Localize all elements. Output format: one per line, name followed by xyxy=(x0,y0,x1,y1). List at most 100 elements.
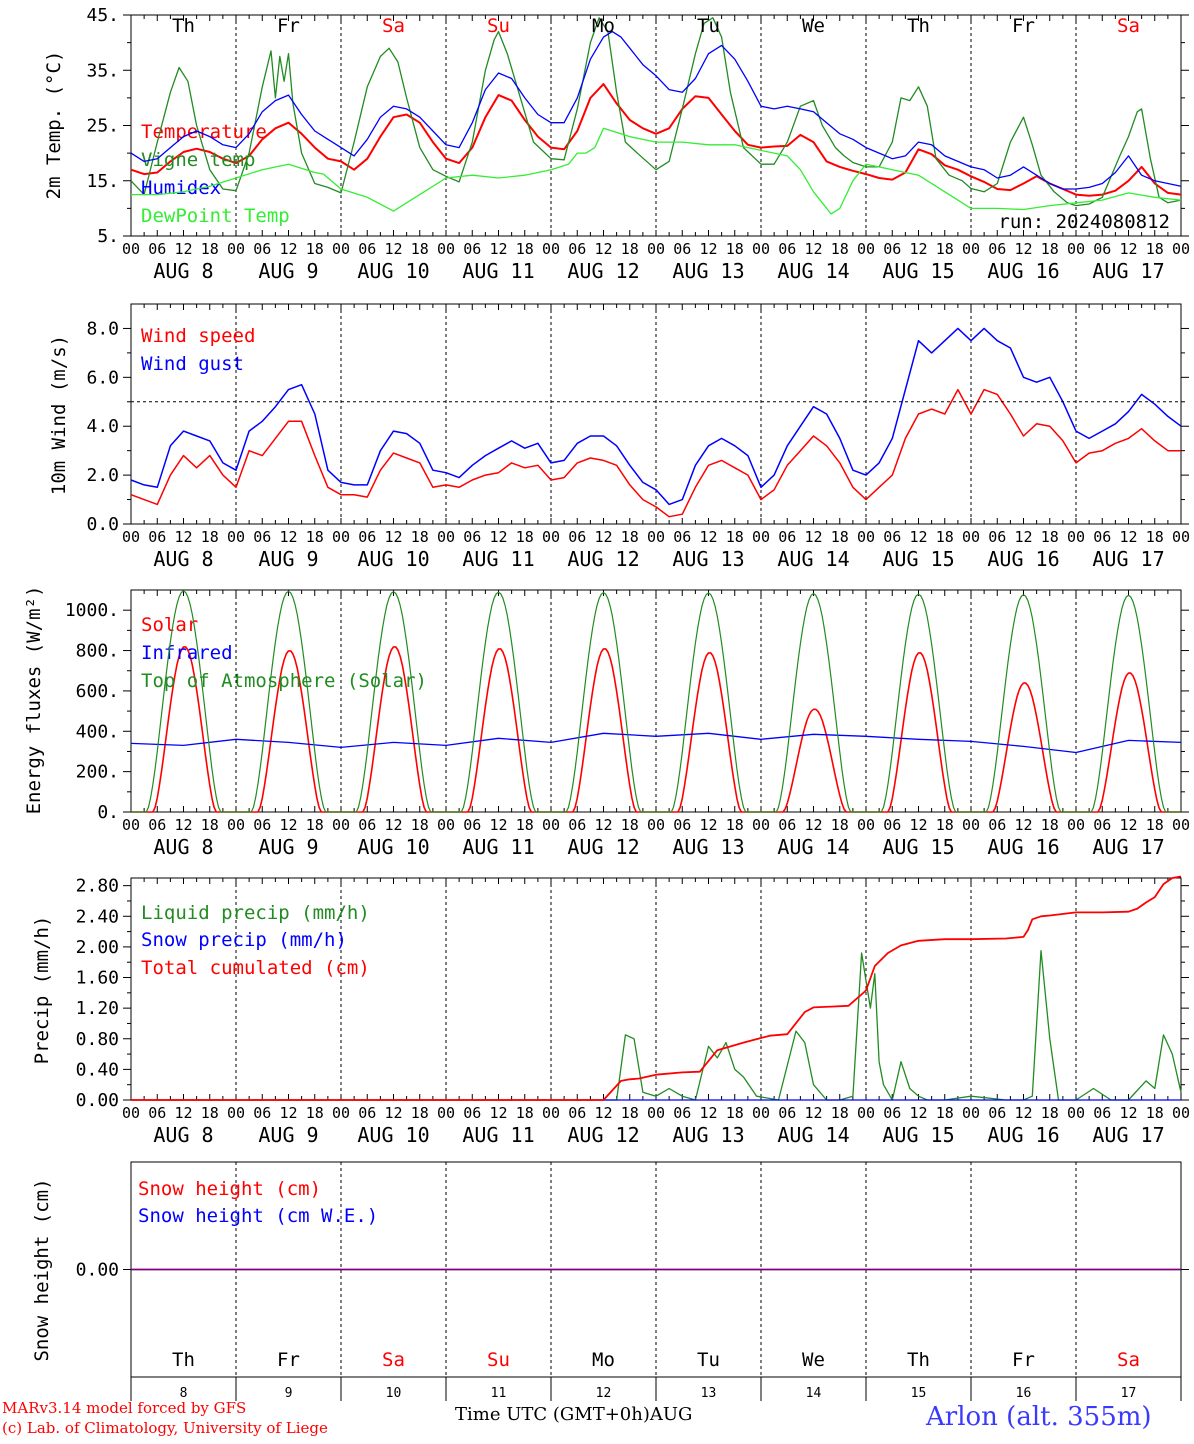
day-label: AUG 14 xyxy=(777,547,849,571)
weekday-label: Fr xyxy=(277,15,300,37)
hour-label: 06 xyxy=(568,528,586,546)
hour-label: 18 xyxy=(516,1104,534,1122)
hour-label: 00 xyxy=(1067,1104,1085,1122)
model-label: MARv3.14 model forced by GFS xyxy=(2,1399,247,1417)
legend-series-vigne-temp: Vigne temp xyxy=(141,149,255,171)
hour-label: 06 xyxy=(1093,1104,1111,1122)
day-label: AUG 9 xyxy=(258,1123,318,1147)
weekday-label: Fr xyxy=(1012,15,1035,37)
day-label: AUG 8 xyxy=(153,835,213,859)
hour-label: 12 xyxy=(279,816,297,834)
day-label: AUG 14 xyxy=(777,259,849,283)
model-credit: MARv3.14 model forced by GFS (c) Lab. of… xyxy=(2,1398,328,1438)
day-label: AUG 11 xyxy=(462,1123,534,1147)
hour-label: 18 xyxy=(726,1104,744,1122)
y-tick-label: 200. xyxy=(76,762,119,783)
hour-label: 00 xyxy=(542,528,560,546)
hour-label: 00 xyxy=(857,1104,875,1122)
hour-label: 18 xyxy=(726,816,744,834)
hour-label: 12 xyxy=(384,1104,402,1122)
series-total-cumulated-cm-line xyxy=(131,875,1182,1101)
weekday-label: Sa xyxy=(382,15,405,37)
hour-label: 06 xyxy=(673,816,691,834)
legend-series-wind-speed: Wind speed xyxy=(141,325,255,347)
hour-label: 00 xyxy=(962,528,980,546)
y-tick-label: 6.0 xyxy=(86,367,119,388)
hour-label: 06 xyxy=(883,1104,901,1122)
hour-label: 12 xyxy=(804,240,822,258)
hour-label: 18 xyxy=(726,240,744,258)
legend-series-liquid-precip-mm-h: Liquid precip (mm/h) xyxy=(141,902,370,924)
y-tick-label: 1000. xyxy=(65,600,119,621)
hour-label: 00 xyxy=(542,1104,560,1122)
y-axis-label: Snow height (cm) xyxy=(31,1178,53,1361)
hour-label: 06 xyxy=(988,528,1006,546)
hour-label: 00 xyxy=(752,528,770,546)
hour-label: 06 xyxy=(463,816,481,834)
weekday-label: We xyxy=(802,1349,825,1371)
hour-label: 12 xyxy=(489,528,507,546)
y-tick-label: 8.0 xyxy=(86,318,119,339)
legend-series-snow-height-cm-w-e: Snow height (cm W.E.) xyxy=(138,1205,378,1227)
y-axis-label: Energy fluxes (W/m²) xyxy=(23,586,45,815)
hour-label: 12 xyxy=(909,1104,927,1122)
hour-label: 12 xyxy=(594,528,612,546)
day-label: AUG 13 xyxy=(672,259,744,283)
day-label: AUG 10 xyxy=(357,1123,429,1147)
hour-label: 00 xyxy=(1067,528,1085,546)
day-label: AUG 10 xyxy=(357,835,429,859)
hour-label: 06 xyxy=(883,240,901,258)
y-tick-label: 2.80 xyxy=(76,876,119,897)
hour-label: 12 xyxy=(1014,528,1032,546)
hour-label: 12 xyxy=(489,240,507,258)
hour-label: 18 xyxy=(831,1104,849,1122)
day-number-label: 10 xyxy=(386,1386,402,1401)
hour-label: 00 xyxy=(1172,240,1190,258)
hour-label: 12 xyxy=(909,816,927,834)
hour-label: 06 xyxy=(883,528,901,546)
weekday-label: Sa xyxy=(1117,1349,1140,1371)
lab-credit: (c) Lab. of Climatology, University of L… xyxy=(2,1419,328,1437)
hour-label: 00 xyxy=(122,816,140,834)
day-label: AUG 12 xyxy=(567,259,639,283)
hour-label: 12 xyxy=(1014,816,1032,834)
hour-label: 00 xyxy=(857,528,875,546)
hour-label: 06 xyxy=(148,816,166,834)
day-label: AUG 16 xyxy=(987,835,1059,859)
day-number-label: 16 xyxy=(1016,1386,1032,1401)
hour-label: 12 xyxy=(384,240,402,258)
hour-label: 06 xyxy=(568,816,586,834)
hour-label: 00 xyxy=(227,528,245,546)
y-tick-label: 1.60 xyxy=(76,968,119,989)
hour-label: 12 xyxy=(1119,816,1137,834)
hour-label: 06 xyxy=(253,240,271,258)
hour-label: 12 xyxy=(489,1104,507,1122)
hour-label: 18 xyxy=(411,1104,429,1122)
y-tick-label: 0.00 xyxy=(76,1090,119,1111)
hour-label: 18 xyxy=(516,240,534,258)
day-label: AUG 15 xyxy=(882,259,954,283)
hour-label: 06 xyxy=(148,240,166,258)
x-axis-title: Time UTC (GMT+0h)AUG xyxy=(455,1404,692,1425)
hour-label: 00 xyxy=(752,240,770,258)
day-label: AUG 9 xyxy=(258,547,318,571)
legend-series-wind-gust: Wind gust xyxy=(141,353,244,375)
run-label: run: 2024080812 xyxy=(998,211,1170,233)
hour-label: 18 xyxy=(1146,816,1164,834)
hour-label: 12 xyxy=(1014,1104,1032,1122)
hour-label: 00 xyxy=(857,816,875,834)
day-label: AUG 11 xyxy=(462,835,534,859)
hour-label: 06 xyxy=(253,528,271,546)
hour-label: 12 xyxy=(174,816,192,834)
hour-label: 00 xyxy=(962,1104,980,1122)
y-tick-label: 35. xyxy=(86,60,119,81)
day-label: AUG 13 xyxy=(672,1123,744,1147)
hour-label: 00 xyxy=(332,240,350,258)
station-title: Arlon (alt. 355m) xyxy=(926,1402,1152,1432)
hour-label: 12 xyxy=(909,528,927,546)
hour-label: 00 xyxy=(752,816,770,834)
hour-label: 00 xyxy=(1067,816,1085,834)
day-label: AUG 12 xyxy=(567,547,639,571)
y-tick-label: 15. xyxy=(86,171,119,192)
hour-label: 00 xyxy=(122,240,140,258)
